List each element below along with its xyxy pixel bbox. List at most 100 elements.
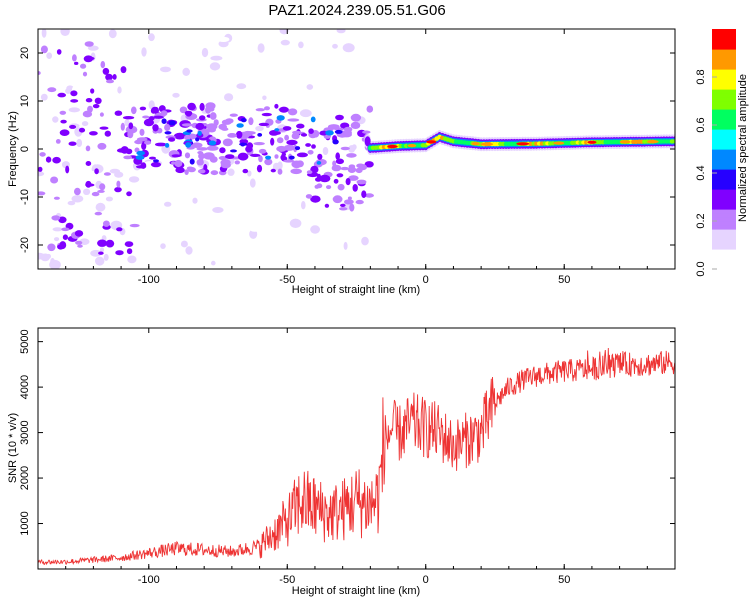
- spectrogram-cell: [222, 138, 233, 147]
- spectrogram-cell: [97, 142, 107, 150]
- colorbar-segment: [712, 205, 736, 210]
- spectrogram-cell: [154, 142, 167, 147]
- colorbar-segment: [712, 101, 736, 106]
- colorbar-segment: [712, 65, 736, 70]
- spectrogram-cell: [168, 120, 176, 126]
- spectrogram-cell: [283, 120, 290, 126]
- spectrogram-cell: [105, 239, 115, 248]
- bot-ytick-label: 3000: [19, 420, 31, 444]
- spectrogram-cell: [426, 140, 437, 144]
- spectrogram-cell: [100, 61, 106, 69]
- spectrogram-cell: [258, 148, 267, 154]
- colorbar-segment: [712, 185, 736, 190]
- spectrogram-cell: [47, 87, 57, 93]
- spectrogram-cell: [345, 178, 351, 186]
- spectrogram-cell: [182, 67, 190, 76]
- spectrogram-cell: [203, 152, 215, 160]
- spectrogram-cell: [42, 112, 53, 118]
- spectrogram-cell: [52, 156, 61, 164]
- spectrogram-cell: [195, 122, 205, 131]
- spectrogram-cell: [116, 180, 121, 188]
- spectrogram-cell: [364, 193, 374, 198]
- spectrogram-cell: [261, 112, 272, 117]
- spectrogram-cell: [672, 139, 675, 144]
- spectrogram-cell: [184, 134, 191, 141]
- spectrogram-cell: [164, 201, 172, 207]
- spectrogram-cell: [236, 123, 244, 128]
- colorbar-tick-label: 0.6: [695, 117, 707, 132]
- top-ytick-label: -10: [19, 189, 31, 205]
- spectrogram-cell: [245, 145, 253, 153]
- spectrogram-cell: [336, 173, 344, 178]
- spectrogram-cell: [116, 227, 123, 232]
- spectrogram-cell: [274, 128, 280, 132]
- spectrogram-cell: [358, 164, 368, 171]
- spectrogram-cell: [124, 241, 134, 248]
- spectrogram-cell: [150, 107, 157, 114]
- spectrogram-cell: [270, 168, 276, 173]
- spectrogram-cell: [103, 220, 110, 227]
- spectrogram-cell: [300, 133, 308, 137]
- spectrogram-cell: [344, 199, 354, 205]
- spectrogram-cell: [265, 155, 272, 160]
- spectrogram-cell: [72, 54, 77, 62]
- spectrogram-cell: [274, 103, 279, 109]
- spectrogram-cell: [184, 169, 189, 176]
- spectrogram-cell: [76, 138, 83, 148]
- spectrogram-cell: [38, 71, 41, 75]
- colorbar-segment: [712, 245, 736, 250]
- spectrogram-cell: [335, 114, 344, 121]
- snr-ylabel: SNR (10 * v/v): [7, 413, 19, 483]
- spectrogram-cell: [247, 170, 252, 177]
- spectrogram-cell: [340, 203, 346, 207]
- bot-ytick-label: 5000: [19, 329, 31, 353]
- spectrogram-cell: [57, 244, 65, 250]
- spectrogram-cell: [272, 162, 280, 171]
- spectrogram-cell: [164, 123, 171, 132]
- spectrogram-cell: [150, 161, 162, 168]
- colorbar-segment: [712, 153, 736, 158]
- colorbar-segment: [712, 229, 736, 234]
- spectrogram-cell: [234, 160, 240, 165]
- spectrogram-cell: [287, 118, 300, 122]
- spectrogram-cell: [343, 241, 348, 250]
- spectrogram-cell: [106, 79, 114, 84]
- spectrogram-cell: [74, 61, 79, 65]
- spectrogram-cell: [221, 127, 229, 131]
- colorbar-segment: [712, 157, 736, 162]
- spectrogram-cell: [327, 124, 340, 130]
- colorbar-segment: [712, 241, 736, 246]
- spectrogram-cell: [40, 93, 48, 101]
- spectrogram-cell: [94, 211, 103, 216]
- spectrogram-cell: [114, 171, 124, 178]
- spectrogram-cell: [82, 71, 88, 77]
- spectrogram-cell: [97, 239, 108, 247]
- spectrogram-cell: [334, 129, 343, 134]
- spectrogram-cell: [91, 191, 100, 197]
- spectrogram-cell: [120, 78, 127, 88]
- colorbar-tick-label: 0.0: [695, 261, 707, 276]
- spectrogram-cell: [276, 145, 287, 152]
- spectrogram-cell: [46, 253, 51, 259]
- spectrogram-cell: [67, 174, 73, 180]
- spectrogram-cell: [184, 152, 191, 159]
- colorbar-segment: [712, 37, 736, 42]
- spectrogram-cell: [194, 258, 200, 269]
- spectrogram-cell: [112, 74, 117, 80]
- spectrogram-cell: [128, 176, 140, 183]
- spectrogram-cell: [334, 72, 345, 81]
- spectrogram-cell: [324, 203, 330, 208]
- colorbar-segment: [712, 217, 736, 222]
- spectrogram-cell: [127, 255, 137, 264]
- spectrogram-cell: [115, 250, 124, 256]
- colorbar-segment: [712, 181, 736, 186]
- spectrogram-cell: [105, 73, 113, 81]
- spectrogram-cell: [283, 144, 296, 151]
- spectrogram-cell: [332, 139, 339, 145]
- colorbar-segment: [712, 109, 736, 114]
- spectrogram-cell: [287, 108, 298, 116]
- spectrogram-cell: [68, 107, 81, 113]
- spectrogram-cell: [387, 144, 398, 149]
- colorbar-segment: [712, 41, 736, 46]
- spectrogram-cell: [51, 215, 61, 221]
